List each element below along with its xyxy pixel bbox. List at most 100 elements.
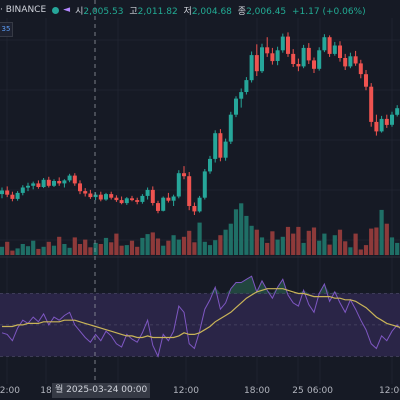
x-tick: 12:00 bbox=[379, 386, 400, 396]
candle-body bbox=[57, 181, 62, 184]
candle-body bbox=[119, 200, 124, 204]
candle-body bbox=[312, 60, 316, 69]
volume-bar bbox=[374, 227, 379, 255]
volume-bar bbox=[181, 236, 187, 255]
share-icon[interactable]: ◄ bbox=[63, 5, 71, 15]
volume-bar bbox=[213, 240, 218, 256]
candle-body bbox=[93, 194, 98, 198]
candle-body bbox=[291, 53, 296, 64]
volume-bar bbox=[249, 225, 254, 255]
volume-bar bbox=[166, 240, 171, 255]
volume-bar bbox=[254, 229, 259, 255]
close-key: 종 bbox=[237, 6, 247, 17]
volume-bar bbox=[233, 209, 239, 255]
volume-bar bbox=[353, 233, 358, 255]
volume-bar bbox=[36, 248, 41, 255]
volume-bar bbox=[192, 242, 197, 255]
volume-bar bbox=[83, 239, 88, 255]
volume-bar bbox=[161, 245, 166, 255]
candle-body bbox=[369, 86, 374, 122]
volume-bar bbox=[379, 209, 384, 255]
volume-bar bbox=[322, 233, 327, 255]
volume-bar bbox=[343, 241, 348, 256]
volume-bar bbox=[67, 247, 72, 255]
candle-body bbox=[166, 197, 171, 201]
candle-body bbox=[270, 53, 275, 62]
volume-bar bbox=[20, 244, 25, 255]
volume-bar bbox=[384, 223, 389, 256]
volume-bar bbox=[218, 235, 223, 255]
volume-bar bbox=[150, 232, 155, 255]
volume-bar bbox=[93, 242, 98, 255]
chart-canvas[interactable] bbox=[0, 0, 400, 384]
rsi-line bbox=[1, 275, 400, 358]
volume-bar bbox=[31, 240, 36, 255]
high-value: 2,011.82 bbox=[137, 6, 178, 17]
candle-body bbox=[301, 47, 306, 67]
rsi-overbought-fill bbox=[210, 287, 221, 294]
candle-body bbox=[364, 74, 368, 87]
x-tick: 18 bbox=[40, 386, 52, 396]
volume-bar bbox=[223, 229, 228, 255]
candle-body bbox=[249, 55, 254, 81]
candle-body bbox=[239, 92, 244, 99]
low-key: 저 bbox=[183, 6, 192, 17]
volume-bar bbox=[77, 244, 83, 255]
candle-body bbox=[322, 37, 327, 51]
volume-bar bbox=[369, 228, 374, 255]
candle-body bbox=[176, 173, 181, 197]
volume-bar bbox=[46, 241, 51, 255]
candle-body bbox=[275, 50, 280, 61]
price-badge[interactable]: 35 bbox=[0, 22, 13, 37]
volume-bar bbox=[239, 203, 244, 255]
volume-bar bbox=[72, 237, 77, 255]
candle-body bbox=[228, 114, 233, 142]
volume-bar bbox=[140, 237, 145, 255]
volume-bar bbox=[114, 233, 119, 255]
candle-body bbox=[280, 36, 285, 51]
market-status-icon bbox=[52, 6, 60, 14]
volume-bar bbox=[311, 227, 317, 255]
candle-body bbox=[15, 192, 20, 199]
volume-bar bbox=[395, 242, 400, 255]
candle-body bbox=[374, 121, 379, 132]
volume-bar bbox=[103, 237, 109, 255]
candle-body bbox=[223, 141, 228, 158]
candle-body bbox=[208, 158, 212, 172]
volume-bar bbox=[119, 245, 124, 255]
volume-bar bbox=[363, 245, 369, 255]
x-tick: 12:00 bbox=[173, 386, 199, 396]
candle-body bbox=[135, 200, 140, 202]
volume-bar bbox=[41, 246, 46, 256]
volume-bar bbox=[109, 242, 114, 255]
candle-body bbox=[20, 187, 25, 193]
volume-bar bbox=[176, 239, 181, 255]
candle-body bbox=[31, 183, 36, 186]
candle-body bbox=[306, 47, 311, 61]
open-value: 2,005.53 bbox=[83, 6, 124, 17]
candle-body bbox=[218, 133, 223, 158]
rsi-overbought-fill bbox=[225, 276, 273, 294]
exchange-label: · BINANCE bbox=[0, 5, 47, 15]
candle-body bbox=[10, 194, 15, 199]
candle-body bbox=[104, 194, 108, 200]
rsi-overbought-fill bbox=[298, 290, 309, 294]
volume-bar bbox=[25, 246, 31, 255]
candle-body bbox=[395, 108, 400, 115]
candle-body bbox=[114, 197, 119, 201]
volume-bar bbox=[129, 240, 135, 255]
candle-body bbox=[260, 47, 264, 72]
high-key: 고 bbox=[129, 6, 138, 17]
change-value: +1.17 (+0.06%) bbox=[292, 6, 366, 17]
candle-body bbox=[150, 189, 155, 203]
volume-bar bbox=[296, 226, 301, 255]
candle-body bbox=[265, 47, 270, 54]
candle-body bbox=[384, 118, 389, 125]
x-tick: 06:00 bbox=[307, 386, 333, 396]
candle-body bbox=[296, 64, 301, 67]
volume-bar bbox=[306, 230, 311, 255]
candle-body bbox=[197, 197, 202, 212]
candle-body bbox=[124, 198, 129, 204]
ohlc-values: 시2,005.53 고2,011.82 저2,004.68 종2,006.45 … bbox=[75, 4, 369, 17]
